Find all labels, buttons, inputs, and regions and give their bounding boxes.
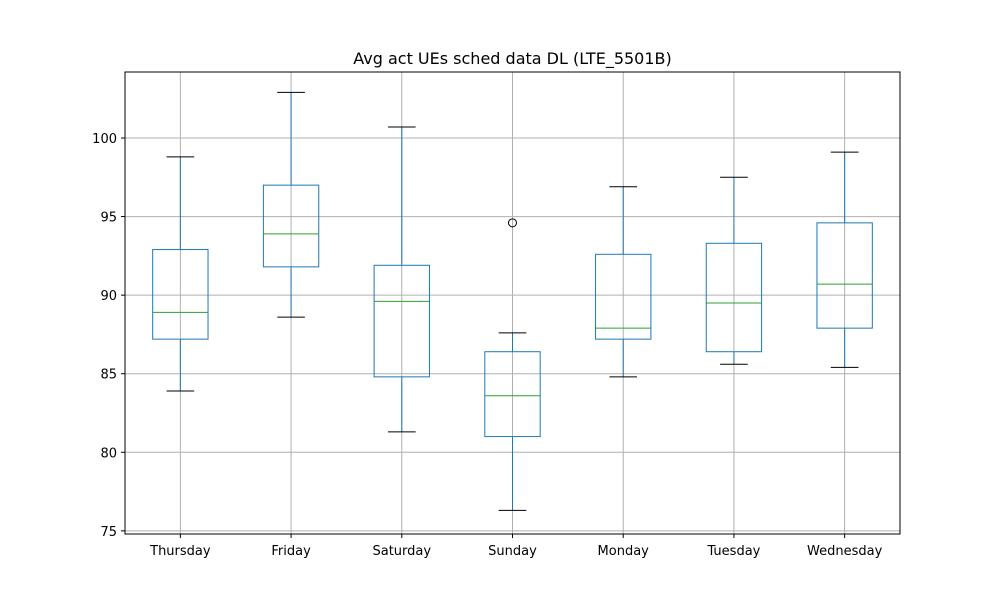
box-thursday xyxy=(152,156,209,392)
plot-frame xyxy=(124,71,901,535)
chart-title: Avg act UEs sched data DL (LTE_5501B) xyxy=(353,49,672,69)
iqr-box xyxy=(816,222,873,329)
x-tick-label: Monday xyxy=(598,544,650,559)
y-tick-label: 100 xyxy=(92,132,117,147)
box-saturday xyxy=(373,126,430,433)
box-friday xyxy=(262,91,320,318)
x-tick-label: Tuesday xyxy=(706,544,760,559)
x-tick-label: Friday xyxy=(271,544,311,559)
y-tick-label: 75 xyxy=(100,525,117,540)
x-tick-label: Wednesday xyxy=(807,544,883,559)
box-wednesday xyxy=(816,151,873,368)
iqr-box xyxy=(595,253,652,340)
grid-lines xyxy=(125,72,900,534)
y-tick-label: 85 xyxy=(100,368,117,383)
iqr-box xyxy=(152,249,209,340)
box-monday xyxy=(595,186,652,378)
box-tuesday xyxy=(705,176,763,365)
box-sunday xyxy=(484,218,541,511)
iqr-box xyxy=(262,184,320,268)
box-series xyxy=(152,91,873,511)
iqr-box xyxy=(705,242,763,353)
iqr-box xyxy=(484,351,541,438)
axes: 75 80 85 90 95 100 Thursday Friday Saturday Sunda… xyxy=(92,132,882,559)
iqr-box xyxy=(373,264,430,378)
x-tick-label: Thursday xyxy=(149,544,211,559)
x-tick-label: Saturday xyxy=(372,544,431,559)
y-tick-label: 95 xyxy=(100,211,117,226)
y-tick-label: 90 xyxy=(100,289,117,304)
x-tick-label: Sunday xyxy=(488,544,537,559)
y-tick-label: 80 xyxy=(100,446,117,461)
outlier-point xyxy=(508,218,517,228)
